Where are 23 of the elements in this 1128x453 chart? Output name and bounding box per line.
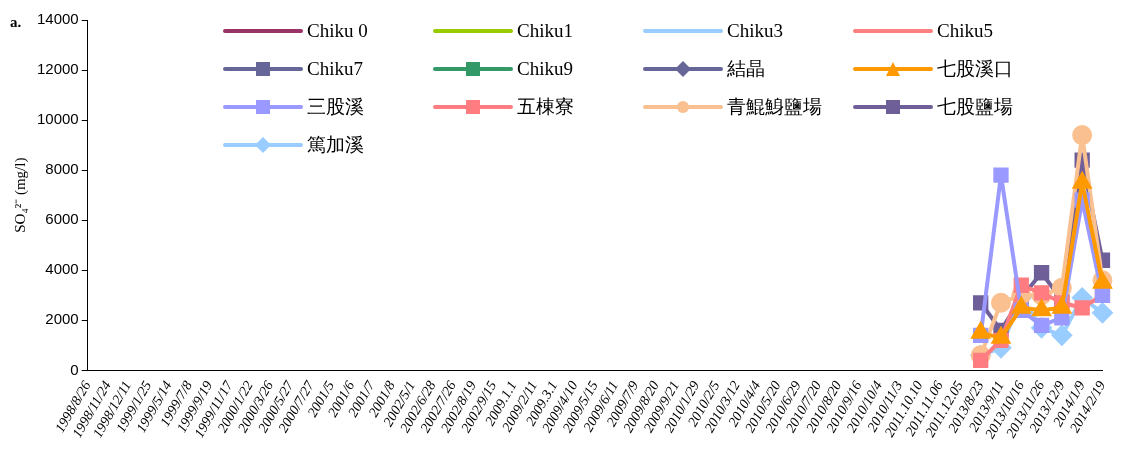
legend-label: Chiku3 xyxy=(727,20,783,42)
y-tick-label: 4000 xyxy=(45,260,79,278)
legend-label: Chiku7 xyxy=(307,58,363,80)
y-tick-label: 12000 xyxy=(36,60,79,78)
y-tick-label: 14000 xyxy=(36,10,79,28)
legend-label: Chiku1 xyxy=(517,20,573,42)
y-axis-title: SO₄²⁻ (mg/l) xyxy=(11,157,29,233)
legend-label: Chiku9 xyxy=(517,58,573,80)
chart-title: a. xyxy=(10,14,22,31)
legend-label: Chiku5 xyxy=(937,20,993,42)
y-tick-label: 2000 xyxy=(45,310,79,328)
legend-label: 結晶 xyxy=(727,57,765,81)
legend-label: 七股鹽場 xyxy=(937,95,1013,119)
y-tick-label: 10000 xyxy=(36,110,79,128)
legend-label: Chiku 0 xyxy=(307,20,368,42)
legend-label: 三股溪 xyxy=(307,95,364,119)
y-tick-label: 0 xyxy=(70,360,79,378)
y-tick-label: 6000 xyxy=(45,210,79,228)
legend-label: 五棟寮 xyxy=(517,95,574,119)
legend-label: 七股溪口 xyxy=(937,57,1013,81)
y-tick-label: 8000 xyxy=(45,160,79,178)
legend-label: 青鯤鯓鹽場 xyxy=(727,95,822,119)
legend-label: 篤加溪 xyxy=(307,133,364,157)
